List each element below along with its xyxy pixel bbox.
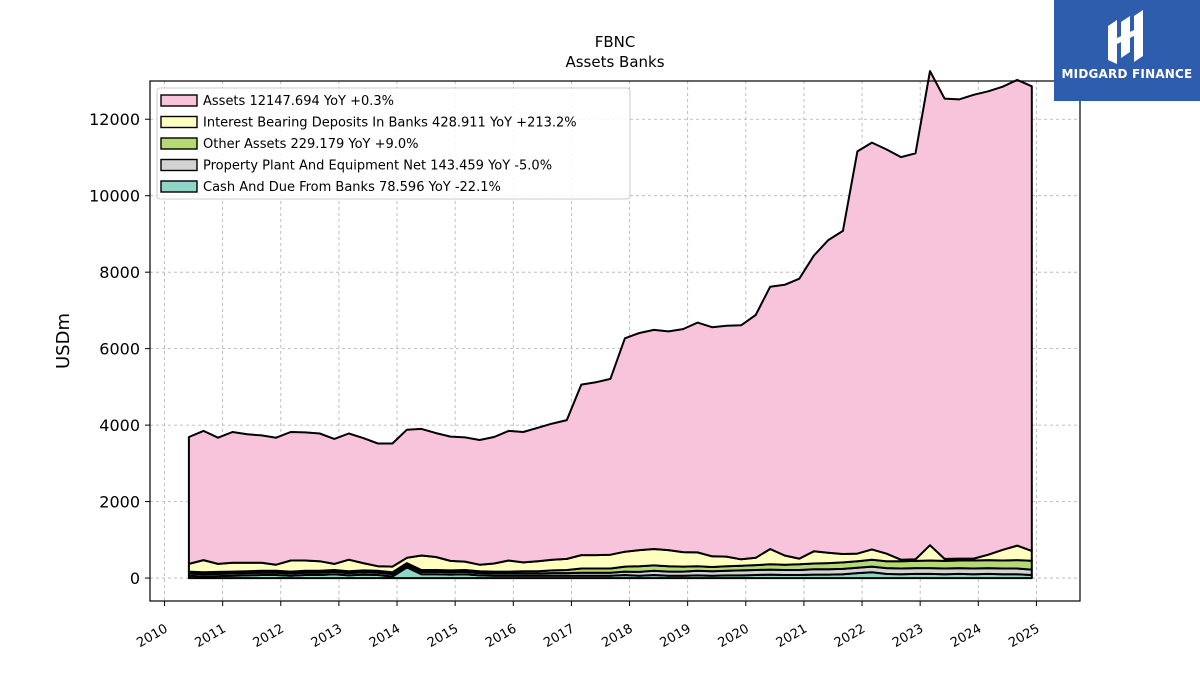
x-tick-label: 2020	[716, 621, 752, 651]
x-tick-label: 2024	[948, 621, 984, 651]
y-tick-label: 6000	[99, 340, 140, 359]
x-tick-label: 2011	[192, 621, 228, 651]
legend-swatch	[160, 180, 198, 193]
chart-subtitle: Assets Banks	[565, 53, 664, 71]
legend-label: Property Plant And Equipment Net 143.459…	[203, 159, 552, 174]
x-tick-label: 2010	[134, 621, 170, 651]
x-tick-label: 2014	[367, 621, 403, 651]
chart-title: FBNC	[595, 33, 636, 51]
y-axis-label: USDm	[53, 313, 74, 369]
x-tick-label: 2023	[890, 621, 926, 651]
x-tick-label: 2017	[541, 621, 577, 651]
y-tick-label: 2000	[99, 493, 140, 512]
midgard-logo-icon	[1108, 10, 1143, 64]
legend-box	[156, 87, 631, 200]
x-tick-label: 2013	[309, 621, 345, 651]
x-tick-label: 2019	[657, 621, 693, 651]
y-tick-label: 0	[130, 569, 140, 588]
legend-swatch	[160, 137, 198, 150]
y-tick-label: 10000	[89, 187, 140, 206]
x-tick-label: 2021	[774, 621, 810, 651]
area-band-assets	[187, 70, 1033, 568]
x-tick-label: 2016	[483, 621, 519, 651]
x-tick-label: 2015	[425, 621, 461, 651]
legend-swatch	[160, 158, 198, 172]
legend: Assets 12147.694 YoY +0.3% Interest Beari…	[156, 87, 631, 200]
y-tick-label: 12000	[89, 110, 140, 129]
legend-label: Assets 12147.694 YoY +0.3%	[203, 94, 394, 109]
y-tick-label: 4000	[99, 416, 140, 435]
x-tick-label: 2012	[251, 621, 287, 651]
plot-frame	[149, 80, 1081, 602]
legend-swatch	[160, 94, 198, 107]
area-stack	[187, 70, 1033, 580]
brand-logo: MIDGARD FINANCE	[1054, 0, 1200, 101]
x-tick-label: 2018	[599, 621, 635, 651]
y-axis: 0 2000 4000 6000 8000 10000 12000	[89, 110, 150, 588]
legend-swatch	[160, 115, 198, 129]
x-axis: 2010 2011 2012 2013 2014 2015 2016 2017 2018 2019…	[134, 601, 1042, 651]
x-tick-label: 2025	[1006, 621, 1042, 651]
x-tick-label: 2022	[832, 621, 868, 651]
y-tick-label: 8000	[99, 263, 140, 282]
legend-label: Cash And Due From Banks 78.596 YoY -22.1…	[203, 180, 501, 195]
legend-label: Interest Bearing Deposits In Banks 428.9…	[203, 116, 577, 131]
legend-label: Other Assets 229.179 YoY +9.0%	[203, 137, 419, 152]
brand-name: MIDGARD FINANCE	[1061, 67, 1193, 81]
